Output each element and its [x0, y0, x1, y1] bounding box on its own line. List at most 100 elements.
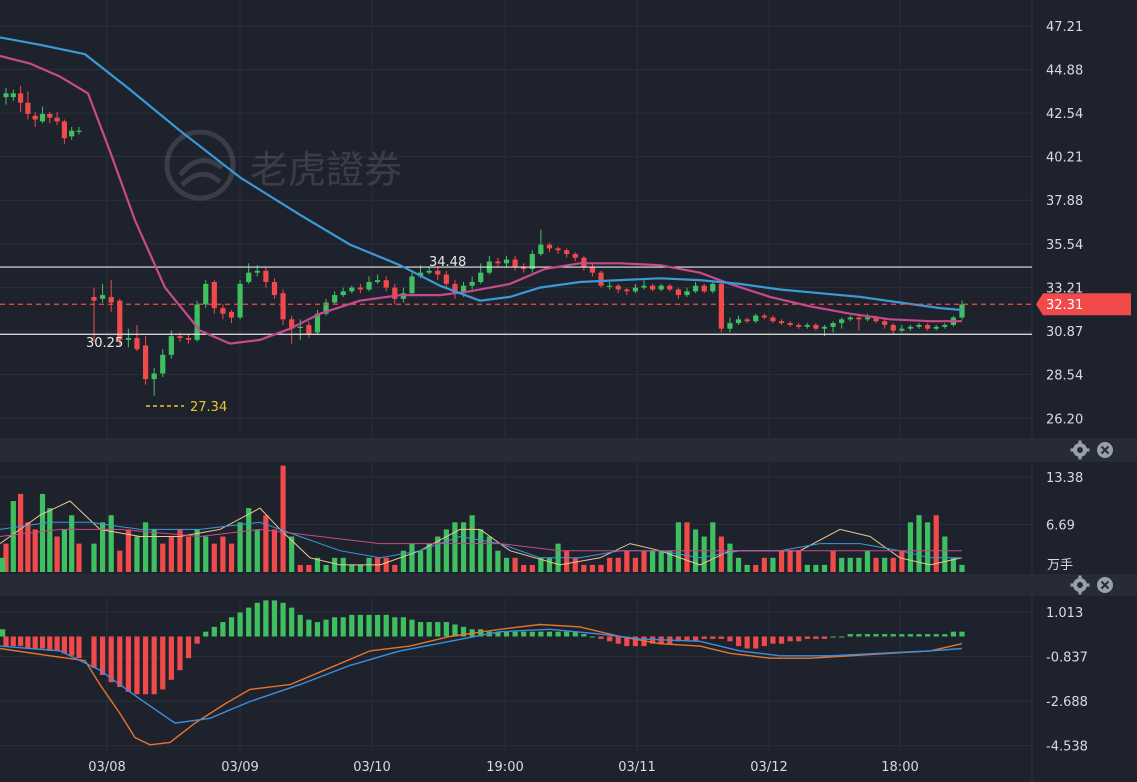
volume-bar	[684, 522, 690, 572]
candle-body	[306, 324, 312, 335]
candle-body	[246, 272, 252, 282]
macd-bar	[443, 622, 449, 637]
candle-body	[624, 289, 630, 292]
candle-body	[340, 291, 346, 296]
macd-bar	[417, 622, 424, 637]
candle-body	[675, 289, 681, 296]
volume-settings-button[interactable]	[1070, 440, 1090, 460]
volume-close-button[interactable]	[1097, 442, 1113, 458]
volume-bar	[821, 564, 828, 572]
candle-body	[658, 285, 664, 290]
macd-bar	[478, 629, 484, 637]
candle-body	[409, 276, 415, 294]
candle-body	[512, 259, 518, 268]
candle-body	[460, 285, 467, 294]
candle-body	[632, 287, 639, 292]
volume-bar	[69, 515, 75, 572]
volume-bar	[778, 550, 785, 572]
macd-tick-label: -4.538	[1046, 740, 1088, 755]
macd-bar	[228, 617, 235, 637]
volume-bar	[99, 522, 106, 572]
volume-bar	[460, 522, 467, 572]
volume-bar	[306, 564, 312, 572]
candle-body	[607, 285, 613, 287]
price-axis: 47.21 44.88 42.54 40.21 37.88 35.54 33.21 30.87…	[1046, 20, 1083, 427]
volume-ma20-line	[0, 528, 962, 552]
macd-bar	[323, 619, 329, 637]
volume-bar	[61, 529, 67, 572]
time-tick-label: 03/10	[353, 760, 390, 775]
candle-body	[710, 283, 716, 292]
ma-fast-line	[0, 54, 962, 345]
candle-body	[478, 272, 484, 282]
candle-body	[778, 321, 785, 324]
macd-bar	[787, 636, 793, 642]
volume-ma5-line	[0, 500, 963, 566]
macd-bar	[538, 631, 544, 637]
macd-bar	[899, 634, 905, 637]
macd-bar	[890, 634, 896, 637]
volume-bar	[349, 564, 355, 572]
candle-body	[185, 338, 192, 340]
volume-bar	[839, 557, 845, 572]
macd-bar	[108, 636, 114, 683]
volume-bar	[54, 536, 60, 572]
candle-body	[899, 328, 905, 331]
candle-body	[495, 261, 501, 264]
volume-bar	[589, 564, 596, 572]
volume-bar	[134, 536, 140, 572]
candle-body	[727, 323, 733, 329]
candle-body	[168, 336, 174, 355]
candle-body	[933, 326, 939, 329]
macd-bar	[426, 622, 432, 637]
macd-bar	[727, 636, 733, 642]
ma-slow-line	[0, 36, 963, 312]
volume-bar	[289, 536, 295, 572]
volume-bar	[503, 557, 510, 572]
macd-bar	[589, 636, 596, 638]
time-tick-label: 03/09	[221, 760, 258, 775]
macd-bar	[340, 617, 346, 637]
macd-bar	[194, 636, 200, 644]
candle-body	[76, 130, 82, 132]
macd-bar	[314, 622, 321, 637]
low-left-label: 30.25	[86, 336, 123, 351]
macd-bar	[796, 636, 802, 642]
candle-body	[177, 336, 183, 339]
candle-body	[426, 270, 432, 273]
volume-bar	[564, 550, 570, 572]
macd-bar	[529, 631, 535, 637]
volume-bar	[607, 557, 613, 572]
current-price-tag[interactable]: 32.31	[1036, 293, 1131, 316]
volume-bar	[675, 522, 681, 572]
macd-settings-button[interactable]	[1070, 575, 1090, 595]
volume-bar	[581, 564, 587, 572]
candle-body	[925, 324, 931, 329]
candle-body	[589, 267, 596, 273]
candle-body	[18, 93, 24, 103]
candle-body	[54, 117, 60, 122]
macd-close-button[interactable]	[1097, 577, 1113, 593]
macd-bar	[753, 636, 759, 649]
candle-body	[69, 130, 75, 137]
macd-bar	[512, 631, 518, 637]
candle-body	[357, 287, 364, 290]
candle-body	[271, 281, 278, 296]
price-tick-label: 30.87	[1046, 325, 1083, 340]
watermark-text: 老虎證券	[250, 148, 402, 192]
volume-bar	[409, 543, 415, 572]
macd-bar	[54, 636, 60, 651]
volume-bar	[546, 557, 553, 572]
volume-ma10-line	[0, 521, 962, 559]
candle-body	[142, 345, 149, 380]
macd-bar	[916, 634, 922, 637]
volume-bar	[220, 536, 226, 572]
macd-bar	[76, 636, 82, 659]
candle-body	[349, 287, 355, 292]
macd-bar	[615, 636, 621, 644]
candle-body	[469, 281, 475, 286]
macd-panel-header	[0, 574, 1137, 596]
volume-bar	[701, 536, 707, 572]
candle-body	[332, 295, 338, 303]
